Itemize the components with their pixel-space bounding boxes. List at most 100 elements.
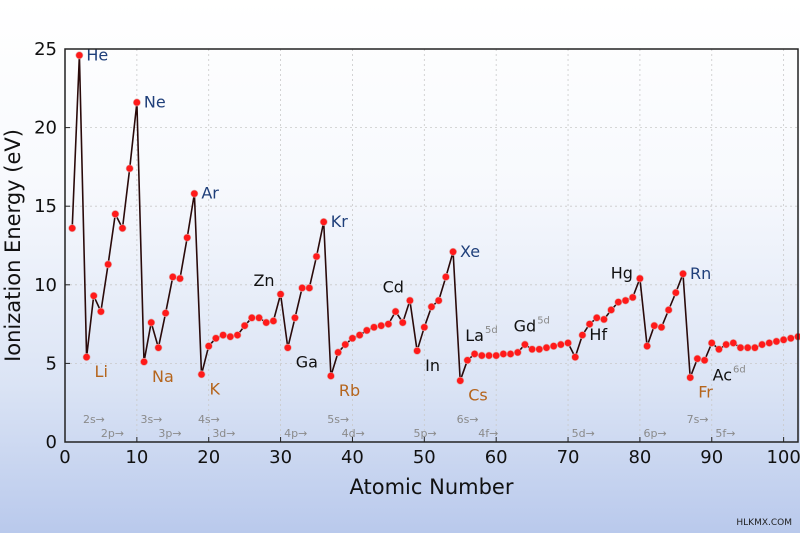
data-point — [255, 313, 263, 322]
x-tick-label: 30 — [269, 447, 292, 468]
data-point — [334, 348, 342, 357]
data-point — [82, 353, 91, 362]
data-point — [140, 357, 148, 366]
data-point — [492, 351, 501, 360]
data-point — [291, 313, 299, 322]
data-point — [319, 218, 328, 226]
element-label: Zn — [253, 271, 274, 290]
data-point — [722, 340, 731, 349]
element-label: Na — [152, 367, 174, 386]
data-point — [528, 345, 537, 354]
data-point — [650, 321, 659, 330]
data-point — [657, 323, 666, 332]
data-point — [370, 323, 378, 332]
data-point — [283, 343, 292, 352]
element-label: Rn — [690, 264, 711, 283]
data-point — [240, 321, 249, 330]
shell-label: 4f→ — [478, 427, 498, 440]
data-point — [535, 345, 544, 354]
element-label: Cd — [383, 278, 404, 297]
data-point — [794, 332, 800, 341]
data-point — [326, 372, 335, 380]
element-label: Fr — [698, 383, 713, 402]
data-point — [161, 309, 170, 317]
data-point — [118, 224, 127, 233]
data-point — [643, 342, 651, 351]
data-point — [125, 164, 134, 173]
x-tick-label: 50 — [413, 447, 436, 468]
data-point — [434, 296, 443, 305]
plot-frame — [64, 48, 799, 443]
data-points — [68, 51, 800, 385]
element-label: Hf — [589, 325, 607, 344]
data-point — [607, 306, 616, 314]
x-tick-label: 100 — [766, 447, 800, 468]
data-point — [715, 345, 723, 354]
x-tick-label: 40 — [341, 447, 364, 468]
ionization-line — [71, 54, 799, 382]
shell-label: 3p→ — [158, 427, 181, 440]
data-point — [671, 288, 680, 297]
data-point — [111, 210, 120, 218]
y-tick-label: 15 — [34, 196, 57, 217]
element-label: Ac — [713, 365, 732, 384]
x-tick-label: 0 — [59, 447, 70, 468]
data-point — [427, 302, 436, 311]
data-point — [485, 351, 493, 360]
data-point — [470, 350, 479, 358]
shell-label: 5f→ — [715, 427, 735, 440]
element-label: He — [86, 45, 108, 64]
shell-label: 2s→ — [83, 413, 105, 426]
data-point — [355, 331, 364, 340]
x-axis-title: Atomic Number — [350, 475, 514, 499]
data-point — [521, 340, 529, 349]
shell-label: 6p→ — [643, 427, 666, 440]
element-label: Hg — [611, 264, 633, 283]
orbital-superscript: 6d — [733, 364, 746, 375]
shell-label: 3s→ — [140, 413, 162, 426]
axis-ticks: 0 10 20 30 40 50 60 70 80 90 100 0 5 10 15 20 25 — [34, 39, 800, 468]
data-point — [391, 307, 400, 316]
data-point — [276, 290, 285, 299]
data-point — [377, 321, 386, 330]
data-point — [564, 339, 572, 347]
data-point — [750, 343, 759, 352]
y-tick-label: 20 — [34, 118, 57, 139]
x-tick-label: 80 — [628, 447, 651, 468]
x-tick-label: 90 — [700, 447, 723, 468]
data-point — [233, 331, 242, 340]
data-point — [168, 273, 177, 281]
data-point — [772, 337, 781, 346]
data-point — [506, 350, 515, 358]
data-point — [456, 376, 465, 385]
element-label: Ar — [201, 184, 219, 203]
data-point — [686, 373, 695, 382]
data-point — [204, 342, 213, 351]
data-point — [636, 274, 644, 283]
y-tick-label: 0 — [46, 432, 57, 453]
shell-label: 5s→ — [327, 413, 349, 426]
element-label: Kr — [331, 212, 348, 231]
data-point — [743, 343, 752, 352]
element-label: La — [465, 326, 484, 345]
y-tick-label: 25 — [34, 39, 57, 60]
data-point — [578, 331, 587, 340]
data-point — [212, 334, 220, 343]
data-point — [247, 313, 256, 322]
data-point — [700, 356, 709, 365]
data-point — [765, 339, 774, 347]
element-label: K — [210, 379, 221, 398]
data-point — [707, 339, 716, 347]
element-label: Xe — [460, 242, 480, 261]
x-tick-label: 60 — [485, 447, 508, 468]
shell-label: 5p→ — [414, 427, 437, 440]
data-point — [312, 252, 321, 261]
orbital-superscript: 5d — [485, 325, 498, 336]
data-point — [262, 318, 271, 327]
data-point — [736, 343, 745, 352]
shell-label: 5d→ — [572, 427, 595, 440]
data-point — [269, 317, 278, 325]
data-point — [413, 346, 422, 355]
